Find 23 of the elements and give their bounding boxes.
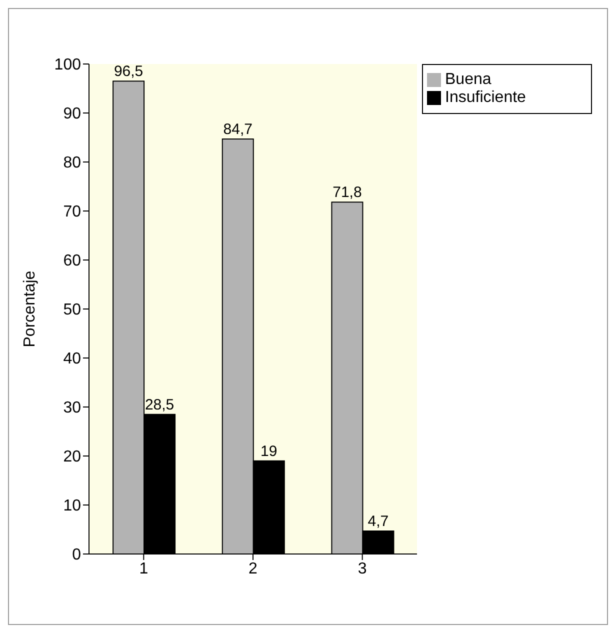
x-tick-label: 1 xyxy=(139,560,148,578)
x-tick-label: 2 xyxy=(248,560,258,578)
data-label: 28,5 xyxy=(144,396,174,414)
y-tick-label: 90 xyxy=(63,106,82,123)
y-tick-label: 70 xyxy=(63,204,82,221)
data-label: 71,8 xyxy=(332,184,362,202)
x-tick-label: 3 xyxy=(358,560,367,578)
y-tick-label: 100 xyxy=(54,56,82,74)
y-tick-label: 80 xyxy=(63,154,82,172)
y-tick-label: 60 xyxy=(63,252,82,270)
data-label: 19 xyxy=(260,442,278,460)
y-tick-label: 30 xyxy=(63,400,82,417)
y-tick-label: 50 xyxy=(63,302,82,319)
y-tick-label: 20 xyxy=(63,448,82,466)
legend-label: Buena xyxy=(445,71,492,88)
y-axis-title: Porcentaje xyxy=(22,270,39,348)
data-label: 84,7 xyxy=(223,120,252,138)
data-label: 96,5 xyxy=(114,63,144,80)
legend-label: Insuficiente xyxy=(445,89,526,106)
y-tick-label: 0 xyxy=(72,546,82,564)
y-tick-label: 40 xyxy=(63,350,82,368)
y-tick-label: 10 xyxy=(63,498,82,515)
data-label: 4,7 xyxy=(368,512,389,530)
